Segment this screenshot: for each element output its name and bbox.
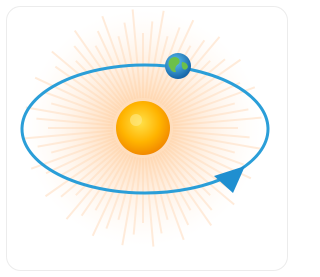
sun-spot (130, 114, 142, 126)
illustration (0, 0, 294, 277)
page: (() => { const g = document.getElementBy… (0, 0, 294, 277)
sun (116, 101, 170, 155)
